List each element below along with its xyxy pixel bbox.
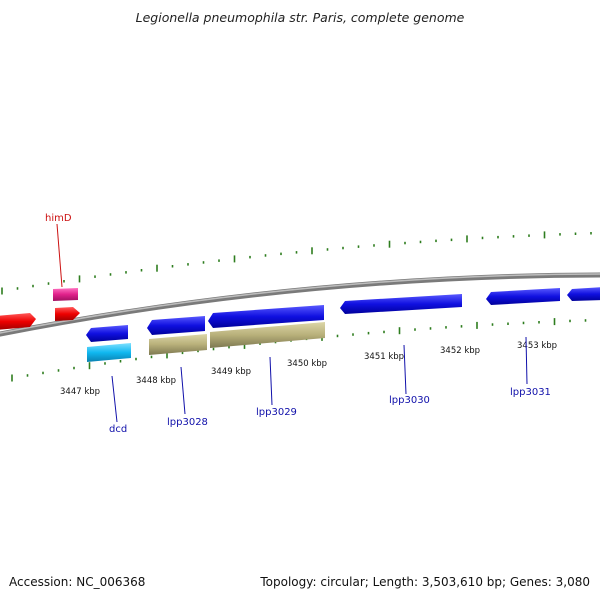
map-title: Legionella pneumophila str. Paris, compl…	[135, 10, 465, 25]
gene-label-himD[interactable]: himD	[45, 213, 72, 224]
forward-strand-genes	[53, 288, 80, 321]
gene-lpp3031[interactable]	[486, 288, 560, 305]
gene-lpp3030[interactable]	[340, 294, 462, 314]
scale-label: 3449 kbp	[211, 367, 251, 377]
feature-khaki-2[interactable]	[210, 322, 325, 348]
scale-label: 3450 kbp	[287, 359, 327, 369]
gene-right-edge[interactable]	[567, 287, 600, 301]
gene-labels: himD dcd lpp3028 lpp3029 lpp3030 lpp3031	[45, 213, 551, 435]
genome-backbone	[0, 272, 600, 337]
accession-text: Accession: NC_006368	[9, 575, 146, 589]
scale-labels: 3447 kbp 3448 kbp 3449 kbp 3450 kbp 3451…	[60, 341, 557, 397]
gene-dcd[interactable]	[86, 325, 128, 342]
gene-lpp3029[interactable]	[208, 305, 324, 328]
gene-label-lpp3030[interactable]: lpp3030	[389, 395, 430, 406]
gene-label-lpp3028[interactable]: lpp3028	[167, 417, 208, 428]
gene-label-dcd[interactable]: dcd	[109, 424, 127, 435]
scale-label: 3452 kbp	[440, 346, 480, 356]
leader-lpp3030	[403, 344, 407, 395]
leader-himD	[56, 223, 63, 288]
gene-red-left[interactable]	[0, 313, 36, 330]
upper-tick-ring	[1, 231, 592, 295]
gene-himD[interactable]	[53, 288, 78, 301]
gene-forward-red[interactable]	[55, 307, 80, 321]
reverse-strand-genes	[0, 287, 600, 342]
gene-label-lpp3031[interactable]: lpp3031	[510, 387, 551, 398]
leader-lpp3029	[269, 356, 273, 406]
feature-cyan[interactable]	[87, 343, 131, 362]
leader-lpp3028	[180, 366, 186, 415]
feature-khaki-1[interactable]	[149, 334, 207, 355]
genome-summary-text: Topology: circular; Length: 3,503,610 bp…	[260, 575, 590, 589]
scale-label: 3453 kbp	[517, 341, 557, 351]
feature-track	[87, 322, 325, 362]
gene-lpp3028[interactable]	[147, 316, 205, 335]
scale-label: 3447 kbp	[60, 387, 100, 397]
label-leaders	[56, 223, 528, 423]
genome-backbone-highlight	[0, 273, 600, 334]
gene-label-lpp3029[interactable]: lpp3029	[256, 407, 297, 418]
scale-label: 3451 kbp	[364, 352, 404, 362]
leader-dcd	[111, 375, 118, 423]
leader-lpp3031	[525, 336, 528, 385]
scale-label: 3448 kbp	[136, 376, 176, 386]
